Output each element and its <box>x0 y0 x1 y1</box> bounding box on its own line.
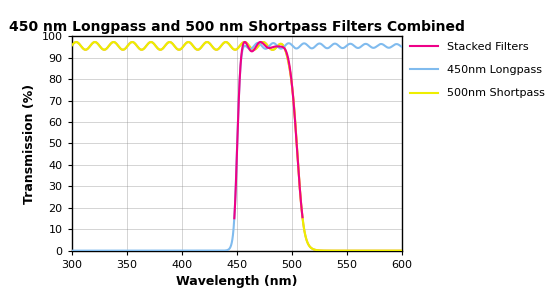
Line: 450nm Longpass: 450nm Longpass <box>72 43 402 251</box>
X-axis label: Wavelength (nm): Wavelength (nm) <box>176 275 297 288</box>
500nm Shortpass <box>148 40 155 44</box>
500nm Shortpass <box>395 249 402 252</box>
450nm Longpass <box>148 249 155 252</box>
Legend: Stacked Filters, 450nm Longpass, 500nm Shortpass: Stacked Filters, 450nm Longpass, 500nm S… <box>410 42 545 98</box>
500nm Shortpass <box>145 42 151 45</box>
500nm Shortpass <box>192 47 199 51</box>
500nm Shortpass <box>73 40 80 44</box>
500nm Shortpass <box>216 46 223 50</box>
450nm Longpass <box>255 41 261 45</box>
500nm Shortpass <box>147 40 153 44</box>
500nm Shortpass <box>398 249 405 252</box>
Line: 500nm Shortpass: 500nm Shortpass <box>72 42 402 251</box>
500nm Shortpass <box>68 44 75 48</box>
450nm Longpass <box>395 43 402 47</box>
450nm Longpass <box>147 249 153 252</box>
450nm Longpass <box>192 249 199 252</box>
450nm Longpass <box>145 249 151 252</box>
450nm Longpass <box>216 249 223 252</box>
450nm Longpass <box>398 45 405 49</box>
450nm Longpass <box>68 249 75 252</box>
Line: Stacked Filters: Stacked Filters <box>234 42 302 218</box>
Y-axis label: Transmission (%): Transmission (%) <box>23 83 36 204</box>
Title: 450 nm Longpass and 500 nm Shortpass Filters Combined: 450 nm Longpass and 500 nm Shortpass Fil… <box>9 20 464 34</box>
